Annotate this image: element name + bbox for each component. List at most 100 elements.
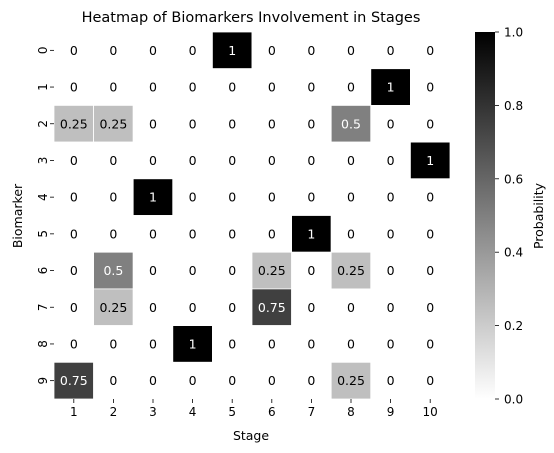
heatmap-cell <box>330 325 372 363</box>
x-axis-label: Stage <box>233 428 269 443</box>
heatmap-cell <box>251 361 292 400</box>
cell-value-label: 0 <box>70 336 78 351</box>
heatmap-cell <box>132 288 174 326</box>
heatmap-cell <box>211 325 253 363</box>
colorbar-tick-label: 0.6 <box>504 172 523 186</box>
heatmap-cell <box>211 361 253 400</box>
cell-value-label: 0 <box>189 300 197 315</box>
cell-value-label: 0 <box>307 190 315 205</box>
cell-value-label: 0 <box>426 373 434 388</box>
heatmap-cell <box>370 215 411 253</box>
cell-value-label: 0.25 <box>337 263 365 278</box>
heatmap-cell <box>251 215 292 253</box>
heatmap-cell <box>172 325 213 363</box>
x-tick-label: 2 <box>110 405 118 419</box>
cell-value-label: 0 <box>149 373 157 388</box>
cell-value-label: 0 <box>109 80 117 95</box>
cell-value-label: 0 <box>149 300 157 315</box>
x-axis-ticks: 1 2 3 4 5 6 7 8 9 10 <box>70 399 438 419</box>
heatmap-cell <box>251 31 292 70</box>
heatmap-cell <box>53 141 94 180</box>
cell-value-label: 0 <box>307 263 315 278</box>
x-tick-label: 6 <box>268 405 276 419</box>
cell-value-label: 0 <box>307 336 315 351</box>
heatmap-cell <box>291 141 332 180</box>
heatmap-cell <box>132 325 174 363</box>
heatmap-cell <box>291 68 332 106</box>
heatmap-cell <box>330 31 372 70</box>
y-tick-label: 3 <box>36 157 50 165</box>
cell-value-label: 0 <box>228 190 236 205</box>
heatmap-cell <box>409 325 451 363</box>
cell-value-label: 0 <box>70 190 78 205</box>
cell-value-label: 0.75 <box>60 373 88 388</box>
cell-value-label: 0 <box>387 43 395 58</box>
cell-value-label: 0.25 <box>99 116 127 131</box>
colorbar-label: Probability <box>531 182 546 249</box>
heatmap-cell <box>370 361 411 400</box>
cell-value-label: 0 <box>268 373 276 388</box>
heatmap-cell <box>211 215 253 253</box>
x-tick-label: 8 <box>347 405 355 419</box>
heatmap-cell <box>370 288 411 326</box>
cell-value-label: 0 <box>268 116 276 131</box>
cell-value-label: 0 <box>228 153 236 168</box>
cell-value-label: 0.25 <box>337 373 365 388</box>
y-axis-label: Biomarker <box>10 183 25 248</box>
cell-value-label: 0 <box>189 263 197 278</box>
heatmap-cell <box>251 68 292 106</box>
cell-value-label: 0 <box>426 336 434 351</box>
cell-value-label: 0 <box>268 190 276 205</box>
heatmap-cell <box>251 288 292 326</box>
cell-value-label: 0 <box>347 153 355 168</box>
heatmap-cell <box>330 105 372 143</box>
cell-value-label: 1 <box>228 43 236 58</box>
cell-value-label: 0 <box>426 80 434 95</box>
cell-value-label: 0 <box>426 226 434 241</box>
cell-value-label: 0 <box>109 153 117 168</box>
cell-value-label: 0 <box>149 263 157 278</box>
cell-value-label: 0 <box>268 226 276 241</box>
heatmap-cell <box>93 325 134 363</box>
cell-value-label: 0 <box>426 263 434 278</box>
heatmap-cell <box>409 178 451 216</box>
cell-value-label: 0 <box>426 116 434 131</box>
cell-value-label: 0 <box>347 300 355 315</box>
heatmap-cell <box>132 105 174 143</box>
heatmap-cell <box>211 178 253 216</box>
y-axis-ticks: 0 1 2 3 4 5 6 7 8 9 <box>36 47 54 384</box>
heatmap-cell <box>330 68 372 106</box>
cell-value-label: 0 <box>109 373 117 388</box>
x-tick-label: 1 <box>70 405 78 419</box>
cell-value-label: 0 <box>347 336 355 351</box>
cell-value-label: 0 <box>387 300 395 315</box>
heatmap-cell <box>53 215 94 253</box>
cell-value-label: 0 <box>387 336 395 351</box>
heatmap-cell <box>409 31 451 70</box>
cell-value-label: 0 <box>387 116 395 131</box>
colorbar-tick-label: 0.0 <box>504 393 523 407</box>
cell-value-label: 0 <box>228 80 236 95</box>
cell-value-label: 0 <box>149 80 157 95</box>
heatmap-cell <box>132 31 174 70</box>
heatmap-cell <box>93 105 134 143</box>
cell-value-label: 0 <box>307 80 315 95</box>
cell-value-label: 0 <box>70 153 78 168</box>
y-tick-label: 1 <box>36 83 50 91</box>
heatmap-cell <box>132 178 174 216</box>
cell-value-label: 0 <box>268 80 276 95</box>
colorbar-tick-label: 0.2 <box>504 319 523 333</box>
heatmap-cell <box>291 288 332 326</box>
x-tick-label: 9 <box>387 405 395 419</box>
cell-value-label: 0 <box>70 80 78 95</box>
cell-value-label: 0 <box>387 226 395 241</box>
y-tick-label: 4 <box>36 193 50 201</box>
heatmap-cell <box>53 105 94 143</box>
heatmap-cell <box>172 251 213 290</box>
x-tick-label: 4 <box>189 405 197 419</box>
x-tick-label: 5 <box>228 405 236 419</box>
cell-value-label: 0 <box>268 43 276 58</box>
cell-value-label: 0.25 <box>258 263 286 278</box>
heatmap-cell <box>172 288 213 326</box>
